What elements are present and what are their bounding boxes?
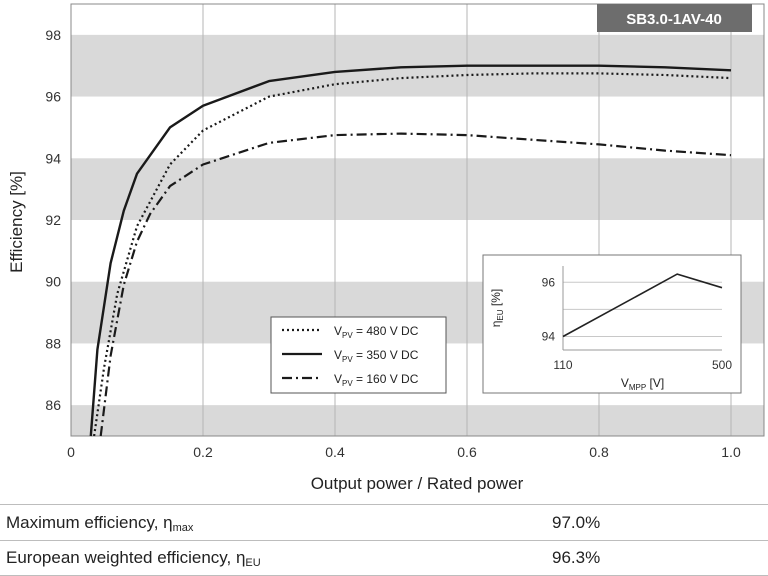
- y-tick-label: 90: [45, 274, 61, 290]
- shaded-band: [71, 158, 764, 220]
- inset-chart: 94 96 110 500 VMPP [V] ηEU [%]: [482, 254, 742, 394]
- efficiency-chart: 86 88 90 92 94 96 98 0 0.2 0.4 0.6 0.8 1.0 SB3.0-1A…: [7, 3, 765, 493]
- x-tick-label: 0.2: [193, 444, 213, 460]
- inset-y-tick-label: 94: [542, 329, 556, 343]
- x-tick-labels: 0 0.2 0.4 0.6 0.8 1.0: [67, 444, 741, 460]
- y-tick-label: 94: [45, 150, 61, 166]
- efficiency-curves: [89, 64, 732, 437]
- inset-x-tick-label: 110: [553, 358, 572, 372]
- y-axis-title: Efficiency [%]: [7, 171, 26, 273]
- inset-x-axis-title: VMPP [V]: [621, 376, 664, 392]
- x-axis-title: Output power / Rated power: [311, 474, 524, 493]
- x-tick-label: 0.8: [589, 444, 609, 460]
- y-tick-label: 92: [45, 212, 61, 228]
- legend-label: VPV = 480 V DC: [334, 324, 419, 340]
- badge-background: [597, 4, 752, 32]
- shaded-band: [71, 405, 764, 436]
- legend-label: VPV = 350 V DC: [334, 348, 419, 364]
- y-tick-label: 98: [45, 27, 61, 43]
- x-tick-label: 1.0: [721, 444, 741, 460]
- inset-series-line: [562, 273, 723, 338]
- inset-y-tick-label: 96: [542, 275, 556, 289]
- stat-label: Maximum efficiency, ηmax: [6, 513, 194, 534]
- inset-y-axis-title: ηEU [%]: [489, 289, 505, 327]
- y-tick-label: 88: [45, 335, 61, 351]
- x-tick-label: 0: [67, 444, 75, 460]
- stat-row-eu-efficiency: European weighted efficiency, ηEU 96.3%: [0, 541, 768, 575]
- legend: VPV = 480 V DC VPV = 350 V DC VPV = 160 V …: [270, 316, 447, 394]
- badge: SB3.0-1AV-40: [597, 4, 752, 32]
- legend-label: VPV = 160 V DC: [334, 372, 419, 388]
- divider: [0, 504, 768, 505]
- series-line-dotted: [93, 72, 732, 437]
- inset-x-tick-label: 500: [712, 358, 732, 372]
- y-tick-label: 96: [45, 89, 61, 105]
- y-tick-label: 86: [45, 397, 61, 413]
- plot-frame: [70, 3, 765, 437]
- stat-value: 97.0%: [552, 513, 601, 532]
- series-line-dashdot: [99, 132, 732, 437]
- x-tick-label: 0.6: [457, 444, 477, 460]
- stat-value: 96.3%: [552, 548, 601, 567]
- y-tick-labels: 86 88 90 92 94 96 98: [45, 27, 61, 413]
- x-tick-label: 0.4: [325, 444, 345, 460]
- stat-row-max-efficiency: Maximum efficiency, ηmax 97.0%: [0, 506, 768, 540]
- plot-border: [70, 3, 765, 437]
- inset-box: [482, 254, 742, 394]
- series-line-solid: [89, 64, 732, 437]
- stat-label: European weighted efficiency, ηEU: [6, 548, 261, 569]
- badge-label: SB3.0-1AV-40: [626, 11, 722, 28]
- divider: [0, 540, 768, 541]
